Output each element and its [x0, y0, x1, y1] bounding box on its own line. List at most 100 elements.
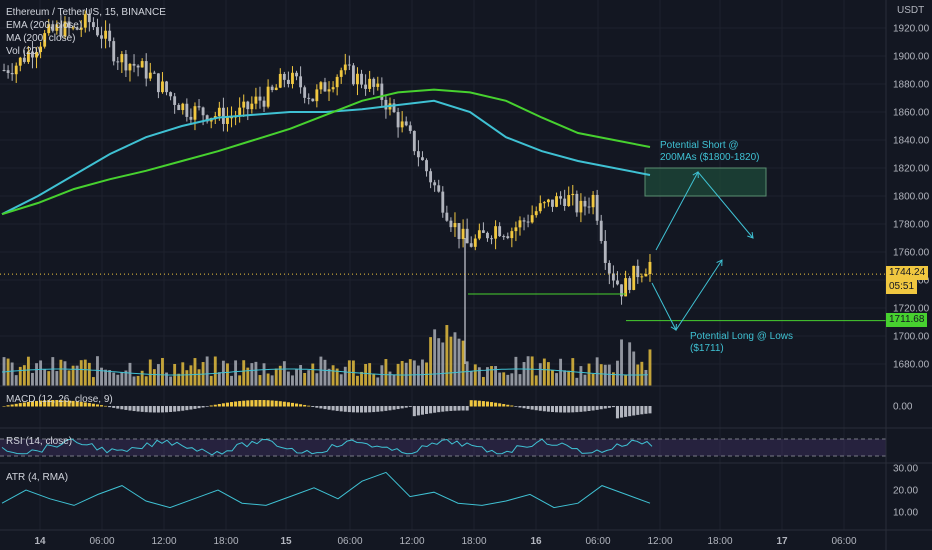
volume-bar [299, 364, 303, 386]
candle-body [437, 185, 441, 192]
macd-bar [35, 400, 39, 407]
time-axis[interactable]: 14 06:00 12:00 18:00 15 06:00 12:00 18:00 16 06:0… [34, 536, 857, 547]
candle-body [494, 226, 498, 239]
macd-bar [30, 401, 34, 407]
macd-bar [108, 406, 112, 408]
candle-body [486, 232, 489, 239]
macd-bar [380, 406, 384, 412]
macd-bar [274, 400, 278, 407]
candle-body [120, 54, 124, 63]
volume-bar [22, 365, 26, 386]
volume-bar [331, 365, 335, 386]
macd-bar [286, 402, 290, 407]
macd-bar [100, 405, 104, 407]
volume-bar [136, 375, 140, 386]
atr-legend[interactable]: ATR (4, RMA) [6, 472, 69, 483]
volume-bar [376, 377, 380, 386]
volume-bar [404, 362, 408, 386]
macd-bar [201, 406, 205, 408]
volume-bar [347, 360, 351, 386]
macd-bar [242, 400, 246, 407]
macd-bar [278, 401, 282, 407]
candle-body [347, 64, 351, 66]
price-tick-label: 1920.00 [893, 24, 930, 35]
candle-body [67, 21, 71, 28]
candle-body [319, 82, 323, 90]
volume-bar [494, 366, 498, 386]
macd-bar [193, 406, 197, 409]
candle-body [449, 220, 453, 228]
candle-body [343, 64, 347, 71]
macd-bar [75, 401, 79, 407]
arrow-head [670, 323, 677, 331]
volume-bar [307, 370, 311, 386]
volume-bar [437, 338, 441, 386]
volume-bar [234, 360, 238, 386]
macd-bar [343, 406, 347, 412]
candle-body [22, 57, 26, 62]
macd-bar [14, 403, 18, 407]
candle-body [559, 196, 563, 199]
volume-bar [360, 371, 363, 386]
volume-bar [595, 357, 599, 386]
candle-body [571, 193, 575, 196]
macd-tick-label: 0.00 [893, 402, 913, 413]
candle-body [144, 61, 148, 79]
volume-bar [461, 340, 465, 386]
macd-bar [473, 400, 477, 407]
vol-legend[interactable]: Vol (20) [6, 46, 41, 57]
macd-bar [197, 406, 201, 409]
candle-body [425, 160, 428, 172]
macd-bar [481, 401, 485, 407]
candle-body [31, 51, 34, 58]
volume-ma-line [1, 368, 648, 376]
candle-body [624, 278, 628, 297]
candle-body [583, 200, 587, 207]
macd-bar [258, 400, 262, 407]
macd-bar [128, 406, 132, 411]
macd-legend[interactable]: MACD (12, 26, close, 9) [6, 394, 113, 405]
macd-bar [445, 406, 449, 412]
ema-legend[interactable]: EMA (200, close) [6, 20, 83, 31]
macd-bar [347, 406, 351, 413]
price-tick-label: 1700.00 [893, 332, 930, 343]
volume-bar [303, 372, 307, 386]
candle-body [510, 231, 514, 239]
candle-body [181, 103, 185, 111]
macd-bar [132, 406, 136, 412]
candle-body [546, 199, 550, 203]
candle-body [323, 82, 327, 92]
macd-bar [624, 406, 628, 417]
candle-body [453, 223, 457, 228]
macd-bar [290, 402, 294, 407]
volume-bar [124, 370, 128, 386]
candle-body [246, 101, 250, 110]
candle-body [165, 81, 168, 93]
volume-bar [246, 367, 250, 386]
macd-bar [420, 406, 424, 415]
macd-bar [453, 406, 457, 411]
volume-bar [120, 371, 124, 386]
symbol-title[interactable]: Ethereum / TetherUS, 15, BINANCE [6, 7, 166, 18]
macd-bar [295, 403, 299, 407]
ma-legend[interactable]: MA (200, close) [6, 33, 76, 44]
candle-body [10, 72, 14, 75]
macd-bar [595, 406, 599, 410]
macd-bar [83, 402, 87, 407]
volume-bar [469, 371, 473, 386]
volume-bar [217, 372, 221, 386]
long-annotation: Potential Long @ Lows ($1711) [690, 331, 793, 355]
candle-body [644, 274, 648, 277]
rsi-legend[interactable]: RSI (14, close) [6, 436, 73, 447]
volume-bar [364, 363, 368, 386]
candle-body [307, 97, 311, 99]
volume-bar [152, 369, 156, 386]
macd-bar [225, 402, 229, 407]
macd-bar [591, 406, 595, 411]
candle-body [603, 241, 607, 263]
time-tick-label: 06:00 [89, 536, 114, 547]
candle-body [79, 27, 83, 30]
macd-bar [246, 400, 250, 407]
candle-body [205, 115, 209, 122]
